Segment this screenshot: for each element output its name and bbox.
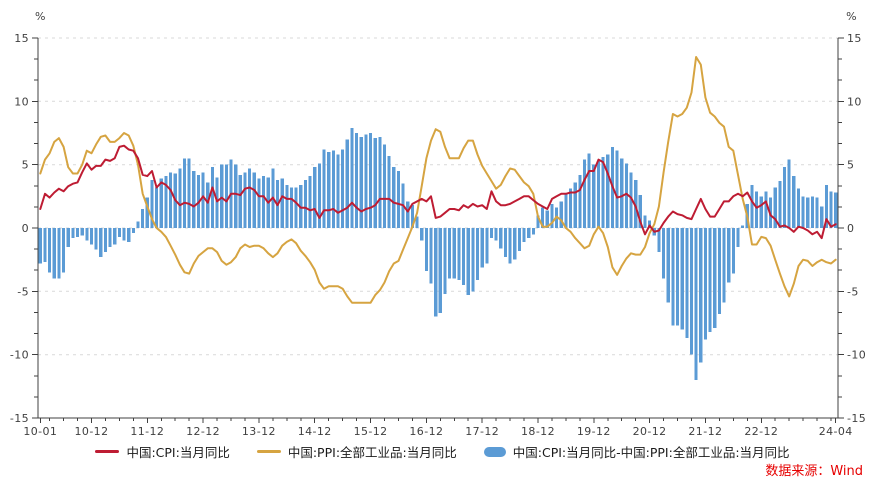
svg-text:5: 5 (847, 159, 854, 172)
legend-label-ppi: 中国:PPI:全部工业品:当月同比 (287, 445, 457, 460)
svg-text:15: 15 (847, 32, 862, 45)
svg-text:10: 10 (847, 95, 862, 108)
ppi-line (39, 56, 837, 304)
svg-text:12-12: 12-12 (186, 425, 220, 438)
svg-text:16-12: 16-12 (409, 425, 443, 438)
cpi-line-swatch (95, 450, 120, 453)
svg-text:21-12: 21-12 (688, 425, 722, 438)
svg-text:-5: -5 (847, 285, 859, 298)
legend-item-diff: 中国:CPI:当月同比-中国:PPI:全部工业品:当月同比 (483, 442, 790, 461)
left-axis-unit-label: % (35, 10, 46, 23)
svg-text:-15: -15 (847, 412, 866, 425)
svg-text:-10: -10 (847, 349, 866, 362)
svg-text:15: 15 (14, 32, 29, 45)
legend-item-ppi: 中国:PPI:全部工业品:当月同比 (256, 442, 457, 461)
svg-text:17-12: 17-12 (465, 425, 499, 438)
svg-text:24-04: 24-04 (819, 425, 853, 438)
svg-text:10-12: 10-12 (75, 425, 109, 438)
right-axis-unit-label: % (846, 10, 857, 23)
legend-label-cpi: 中国:CPI:当月同比 (126, 445, 230, 460)
svg-text:-10: -10 (10, 349, 29, 362)
svg-text:0: 0 (22, 222, 29, 235)
svg-text:13-12: 13-12 (242, 425, 276, 438)
diff-bars (38, 127, 838, 380)
svg-text:10-01: 10-01 (23, 425, 57, 438)
ppi-line-swatch (256, 450, 281, 453)
svg-text:11-12: 11-12 (130, 425, 164, 438)
data-source-note: 数据来源：Wind (765, 464, 863, 479)
svg-text:-5: -5 (17, 285, 29, 298)
legend-label-diff: 中国:CPI:当月同比-中国:PPI:全部工业品:当月同比 (512, 445, 790, 460)
svg-text:-15: -15 (10, 412, 29, 425)
y-axis-labels: 15 15 10 10 5 5 0 0 -5 -5 -10 -10 -15 -15 (10, 32, 866, 425)
svg-text:15-12: 15-12 (354, 425, 388, 438)
svg-text:18-12: 18-12 (521, 425, 555, 438)
svg-text:5: 5 (22, 159, 29, 172)
svg-text:19-12: 19-12 (577, 425, 611, 438)
svg-text:20-12: 20-12 (633, 425, 667, 438)
svg-text:0: 0 (847, 222, 854, 235)
svg-text:22-12: 22-12 (744, 425, 778, 438)
legend: 中国:CPI:当月同比 中国:PPI:全部工业品:当月同比 中国:CPI:当月同… (0, 442, 885, 461)
x-axis-ticks (39, 418, 837, 423)
svg-text:10: 10 (14, 95, 29, 108)
diff-bar-swatch (483, 446, 506, 457)
legend-item-cpi: 中国:CPI:当月同比 (95, 442, 230, 461)
y-axis-ticks (32, 37, 844, 419)
cpi-line (39, 144, 837, 240)
svg-text:14-12: 14-12 (298, 425, 332, 438)
x-axis-labels: 10-01 10-12 11-12 12-12 13-12 14-12 15-12 16-12… (23, 425, 852, 438)
